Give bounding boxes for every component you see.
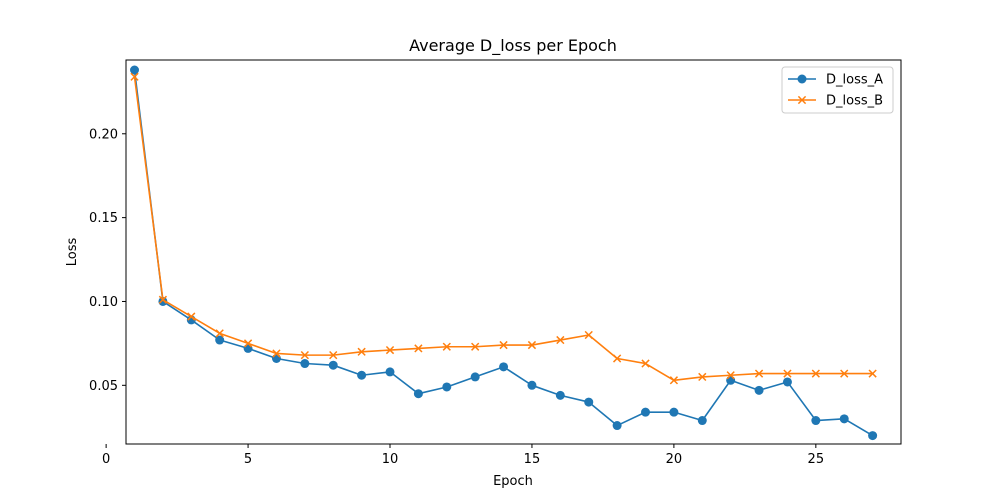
data-point bbox=[357, 347, 366, 356]
data-point bbox=[499, 340, 508, 350]
data-point bbox=[272, 349, 281, 358]
data-point bbox=[271, 353, 281, 363]
legend-marker bbox=[797, 74, 807, 84]
data-point bbox=[215, 335, 225, 345]
data-point bbox=[641, 407, 651, 417]
data-point bbox=[187, 312, 196, 321]
legend-marker bbox=[797, 95, 807, 105]
x-tick-label: 10 bbox=[382, 452, 399, 467]
data-point bbox=[243, 339, 253, 348]
x-tick-label: 25 bbox=[808, 452, 825, 467]
legend-label: D_loss_A bbox=[826, 73, 883, 88]
data-point bbox=[470, 372, 480, 382]
data-point bbox=[612, 354, 622, 363]
data-point bbox=[584, 397, 594, 407]
data-point bbox=[556, 335, 565, 345]
x-tick-label: 0 bbox=[102, 452, 110, 467]
legend-item: D_loss_A bbox=[788, 73, 883, 88]
data-point bbox=[413, 389, 423, 399]
data-point bbox=[328, 360, 338, 370]
y-tick-label: 0.15 bbox=[89, 211, 118, 226]
data-point bbox=[385, 367, 395, 377]
x-axis-label: Epoch bbox=[493, 474, 533, 489]
y-tick-label: 0.05 bbox=[89, 379, 118, 394]
data-point bbox=[300, 359, 310, 369]
data-point bbox=[130, 65, 140, 75]
data-point bbox=[414, 344, 423, 353]
data-point bbox=[698, 372, 707, 382]
y-axis: 0.05 0.10 0.15 0.20 bbox=[89, 127, 126, 394]
legend-label: D_loss_B bbox=[826, 94, 883, 109]
data-point bbox=[329, 350, 338, 360]
data-point bbox=[130, 72, 139, 81]
data-point bbox=[158, 296, 168, 306]
data-point bbox=[527, 340, 537, 350]
data-point bbox=[357, 370, 367, 380]
data-point bbox=[697, 416, 707, 426]
data-point bbox=[868, 369, 877, 378]
data-point bbox=[527, 380, 537, 390]
data-point bbox=[754, 369, 764, 378]
data-point bbox=[612, 421, 622, 431]
data-point bbox=[555, 390, 565, 400]
data-point bbox=[215, 329, 224, 338]
data-point bbox=[584, 330, 593, 340]
data-point bbox=[641, 359, 650, 368]
data-point bbox=[783, 369, 792, 378]
data-point bbox=[782, 377, 792, 387]
data-point bbox=[811, 416, 821, 426]
data-point bbox=[471, 342, 480, 351]
data-point bbox=[726, 371, 735, 380]
x-tick-label: 5 bbox=[244, 452, 252, 467]
data-point bbox=[840, 369, 849, 378]
legend-item: D_loss_B bbox=[788, 94, 883, 109]
x-tick-label: 15 bbox=[524, 452, 541, 467]
x-tick-label: 20 bbox=[666, 452, 683, 467]
x-axis: 0 5 10 15 20 25 bbox=[102, 444, 824, 467]
data-point bbox=[811, 369, 820, 378]
data-point bbox=[442, 382, 452, 392]
data-point bbox=[726, 375, 736, 385]
data-point bbox=[754, 385, 764, 395]
series-D_loss_A bbox=[130, 65, 878, 441]
series-layer bbox=[130, 65, 878, 441]
y-axis-label: Loss bbox=[65, 238, 80, 267]
legend: D_loss_A D_loss_B bbox=[781, 66, 894, 114]
data-point bbox=[300, 350, 309, 360]
data-point bbox=[385, 345, 395, 355]
data-point bbox=[669, 407, 679, 417]
data-point bbox=[868, 431, 878, 441]
data-point bbox=[158, 295, 168, 304]
data-point bbox=[669, 376, 679, 385]
chart-title: Average D_loss per Epoch bbox=[409, 36, 617, 56]
data-point bbox=[499, 362, 509, 372]
plot-area-frame bbox=[125, 59, 902, 445]
y-tick-label: 0.10 bbox=[89, 295, 118, 310]
data-point bbox=[839, 414, 849, 424]
data-point bbox=[442, 342, 451, 351]
y-tick-label: 0.20 bbox=[89, 127, 118, 142]
series-D_loss_B bbox=[130, 72, 877, 385]
